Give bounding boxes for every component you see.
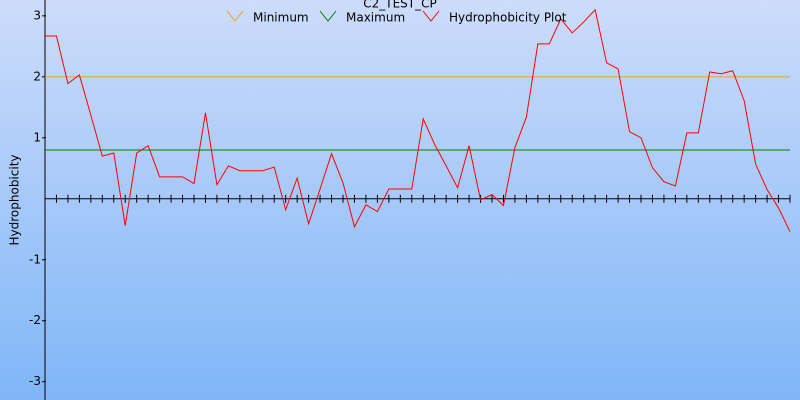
y-tick-label: 2 xyxy=(33,69,41,83)
data-line xyxy=(45,8,791,232)
y-tick-label: -1 xyxy=(29,252,41,266)
legend-label: Minimum xyxy=(253,11,309,25)
y-axis-label: Hydrophobicity xyxy=(8,154,22,245)
y-tick-label: -3 xyxy=(29,374,41,388)
y-tick-label: 1 xyxy=(33,130,41,144)
legend-label: Maximum xyxy=(346,11,405,25)
legend-icon xyxy=(422,10,440,22)
y-tick-label: -2 xyxy=(29,313,41,327)
legend-icon xyxy=(226,10,244,22)
y-tick-label: 3 xyxy=(33,8,41,22)
legend-label: Hydrophobicity Plot xyxy=(449,11,567,25)
chart-title: C2_TEST_CP xyxy=(363,0,437,11)
legend-icon xyxy=(319,10,337,22)
